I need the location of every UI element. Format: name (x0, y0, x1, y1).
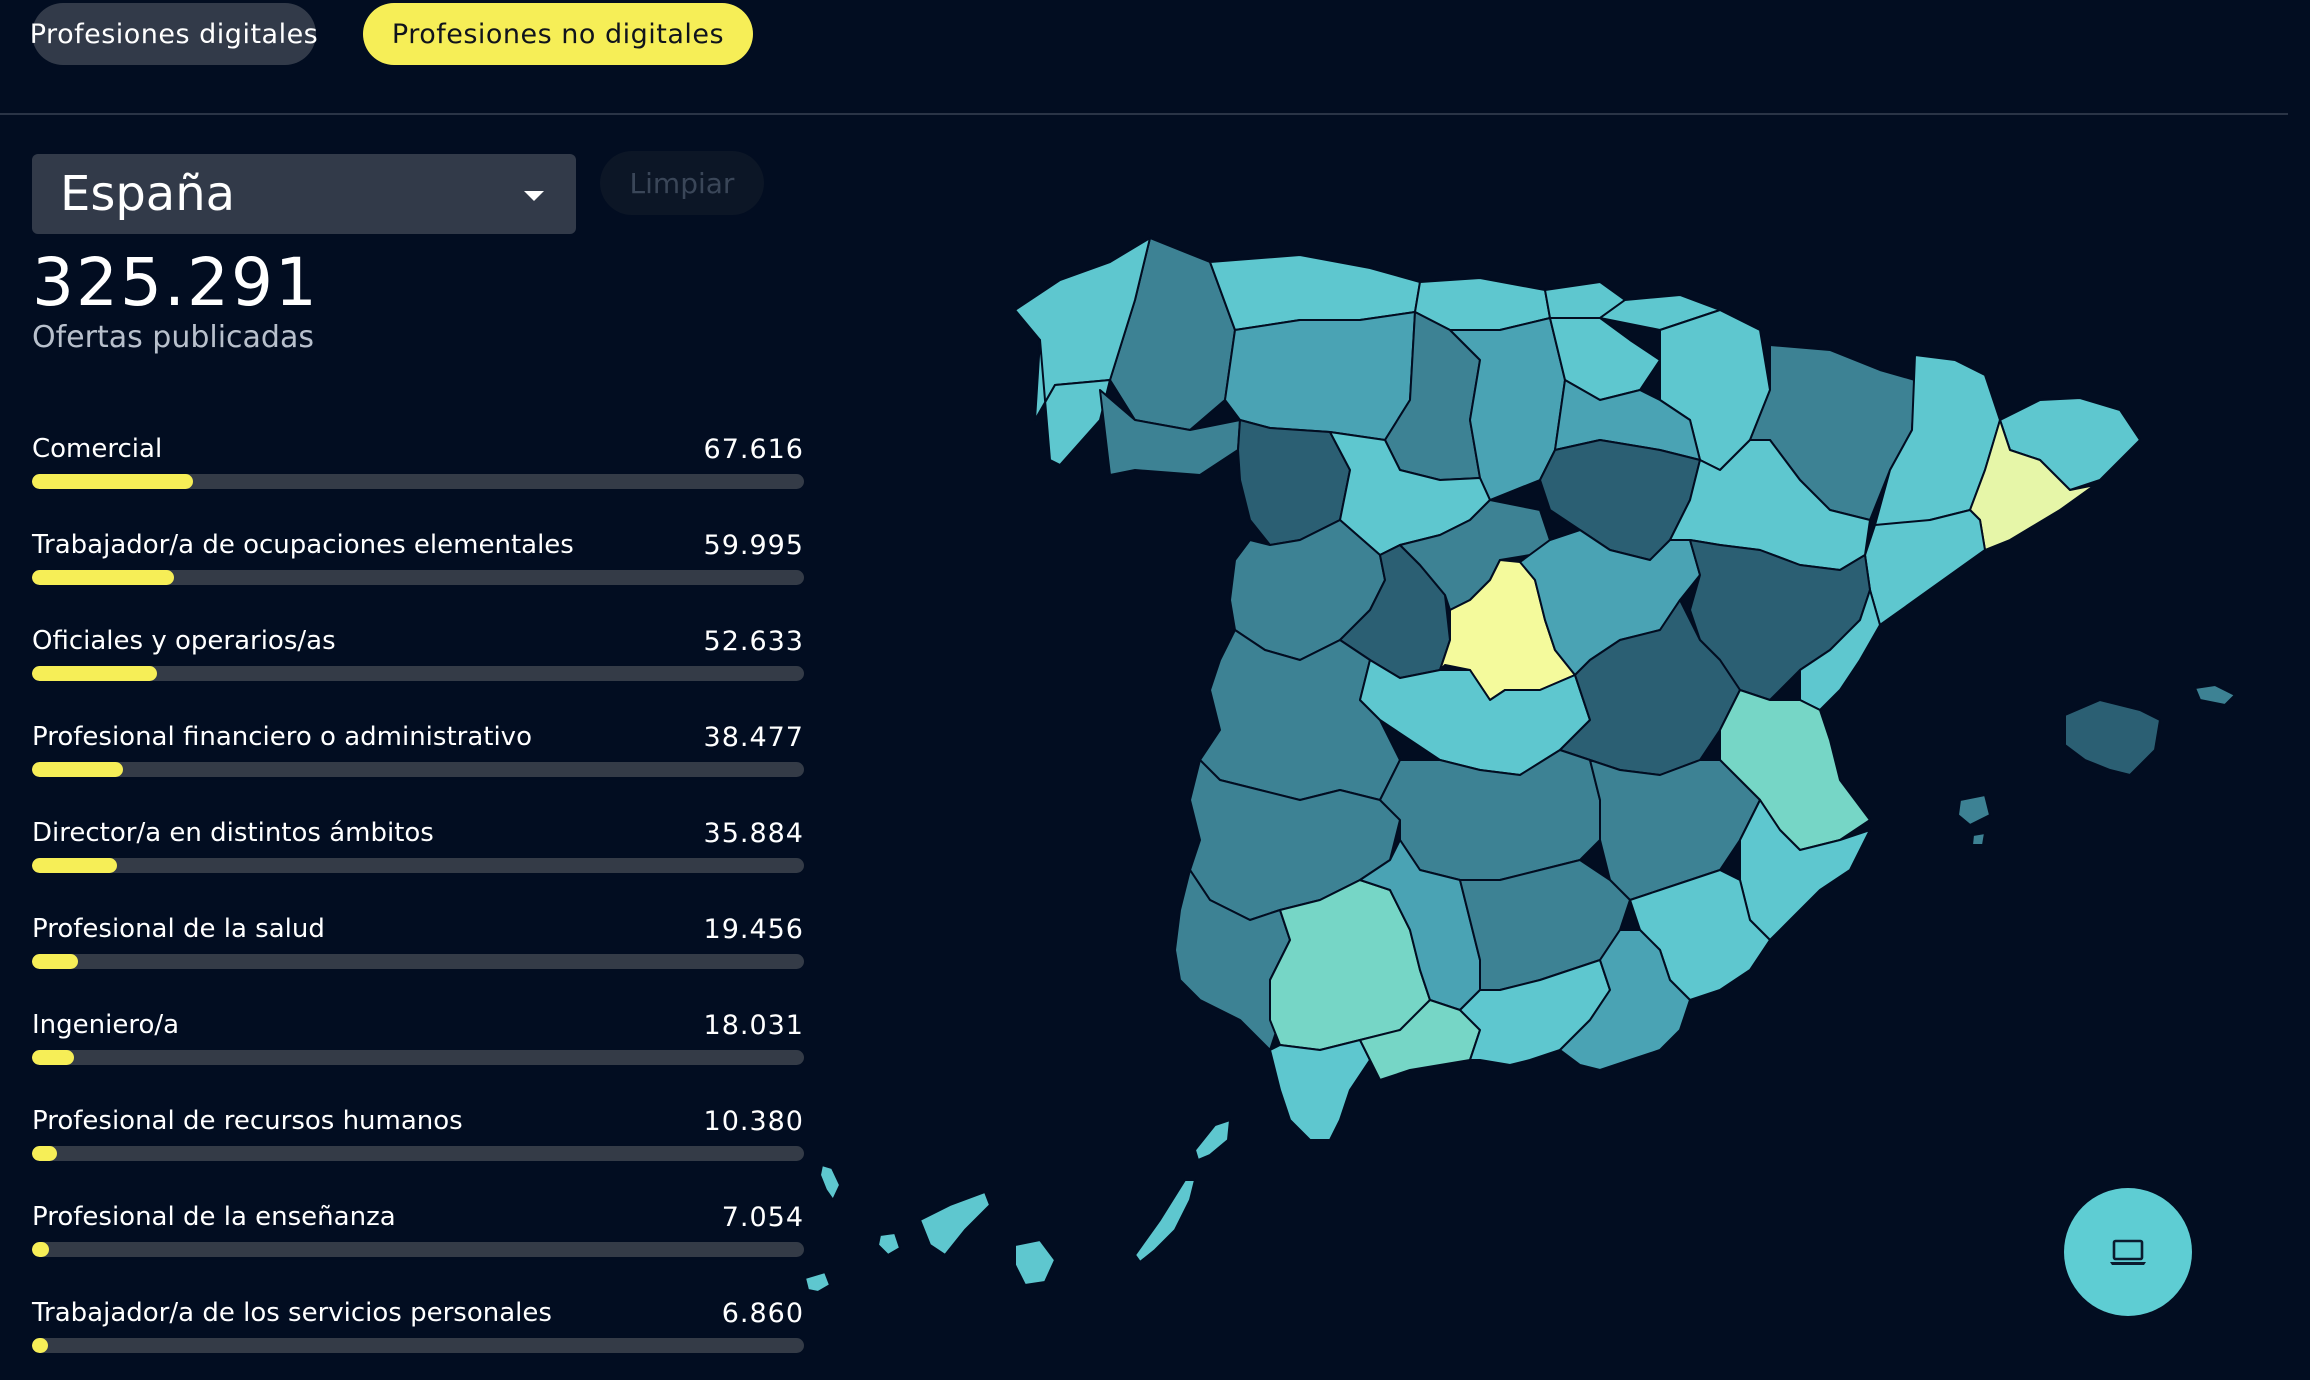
profession-name: Ingeniero/a (32, 1010, 180, 1040)
profession-value: 18.031 (703, 1010, 804, 1041)
progress-track (32, 858, 804, 873)
region-cadiz[interactable] (1269, 1039, 1371, 1141)
tab-profesiones-no-digitales[interactable]: Profesiones no digitales (363, 3, 753, 65)
progress-fill (32, 762, 124, 777)
divider (0, 113, 2288, 115)
profession-value: 6.860 (721, 1298, 804, 1329)
region-gran-canaria[interactable] (1014, 1239, 1056, 1286)
digital-view-button[interactable] (2064, 1188, 2192, 1316)
list-item[interactable]: Profesional de la salud 19.456 (32, 900, 804, 996)
caret-down-icon (524, 191, 544, 201)
region-select-value: España (60, 166, 236, 222)
total-offers-label: Ofertas publicadas (32, 320, 314, 355)
progress-fill (32, 1242, 49, 1257)
progress-track (32, 954, 804, 969)
profession-name: Trabajador/a de ocupaciones elementales (32, 530, 574, 560)
region-mallorca[interactable] (2064, 699, 2161, 776)
progress-fill (32, 666, 158, 681)
progress-fill (32, 858, 117, 873)
profession-value: 35.884 (703, 818, 804, 849)
region-menorca[interactable] (2194, 684, 2236, 706)
region-castellon[interactable] (1799, 589, 1881, 711)
progress-track (32, 1146, 804, 1161)
progress-track (32, 570, 804, 585)
progress-fill (32, 1050, 75, 1065)
region-albacete[interactable] (1589, 759, 1761, 901)
region-tarragona[interactable] (1864, 509, 1986, 626)
list-item[interactable]: Profesional de recursos humanos 10.380 (32, 1092, 804, 1188)
profession-name: Oficiales y operarios/as (32, 626, 336, 656)
tab-bar: Profesiones digitales Profesiones no dig… (30, 3, 753, 65)
profession-name: Comercial (32, 434, 163, 464)
laptop-icon (2110, 1239, 2146, 1265)
profession-value: 19.456 (703, 914, 804, 945)
list-item[interactable]: Profesional financiero o administrativo … (32, 708, 804, 804)
region-el-hierro[interactable] (804, 1271, 831, 1293)
list-item[interactable]: Trabajador/a de los servicios personales… (32, 1284, 804, 1380)
region-formentera[interactable] (1971, 832, 1986, 846)
progress-track (32, 1242, 804, 1257)
progress-track (32, 1338, 804, 1353)
profession-name: Profesional financiero o administrativo (32, 722, 532, 752)
tab-profesiones-digitales[interactable]: Profesiones digitales (30, 3, 318, 65)
profession-value: 52.633 (703, 626, 804, 657)
progress-fill (32, 1146, 57, 1161)
region-leon[interactable] (1224, 311, 1416, 441)
total-offers: 325.291 (32, 244, 319, 321)
progress-fill (32, 474, 193, 489)
profession-value: 38.477 (703, 722, 804, 753)
profession-value: 7.054 (721, 1202, 804, 1233)
profession-value: 67.616 (703, 434, 804, 465)
list-item[interactable]: Oficiales y operarios/as 52.633 (32, 612, 804, 708)
profession-value: 59.995 (703, 530, 804, 561)
region-lanzarote[interactable] (1194, 1119, 1231, 1161)
list-item[interactable]: Ingeniero/a 18.031 (32, 996, 804, 1092)
progress-fill (32, 954, 79, 969)
region-tenerife[interactable] (919, 1191, 991, 1256)
list-item[interactable]: Comercial 67.616 (32, 420, 804, 516)
region-fuerteventura[interactable] (1134, 1179, 1196, 1263)
profession-value: 10.380 (703, 1106, 804, 1137)
progress-track (32, 474, 804, 489)
profession-name: Director/a en distintos ámbitos (32, 818, 434, 848)
progress-fill (32, 570, 175, 585)
profession-name: Profesional de la enseñanza (32, 1202, 396, 1232)
progress-track (32, 666, 804, 681)
profession-list: Comercial 67.616 Trabajador/a de ocupaci… (32, 420, 804, 1380)
region-ibiza[interactable] (1957, 794, 1991, 826)
list-item[interactable]: Director/a en distintos ámbitos 35.884 (32, 804, 804, 900)
region-barcelona[interactable] (1969, 419, 2096, 551)
list-item[interactable]: Trabajador/a de ocupaciones elementales … (32, 516, 804, 612)
region-la-gomera[interactable] (877, 1232, 901, 1256)
progress-track (32, 1050, 804, 1065)
profession-name: Profesional de la salud (32, 914, 325, 944)
clear-button[interactable]: Limpiar (600, 151, 764, 215)
list-item[interactable]: Profesional de la enseñanza 7.054 (32, 1188, 804, 1284)
progress-fill (32, 1338, 49, 1353)
region-select[interactable]: España (32, 154, 576, 234)
progress-track (32, 762, 804, 777)
region-la-palma[interactable] (819, 1164, 841, 1201)
profession-name: Trabajador/a de los servicios personales (32, 1298, 552, 1328)
region-almeria[interactable] (1559, 929, 1691, 1071)
profession-name: Profesional de recursos humanos (32, 1106, 463, 1136)
